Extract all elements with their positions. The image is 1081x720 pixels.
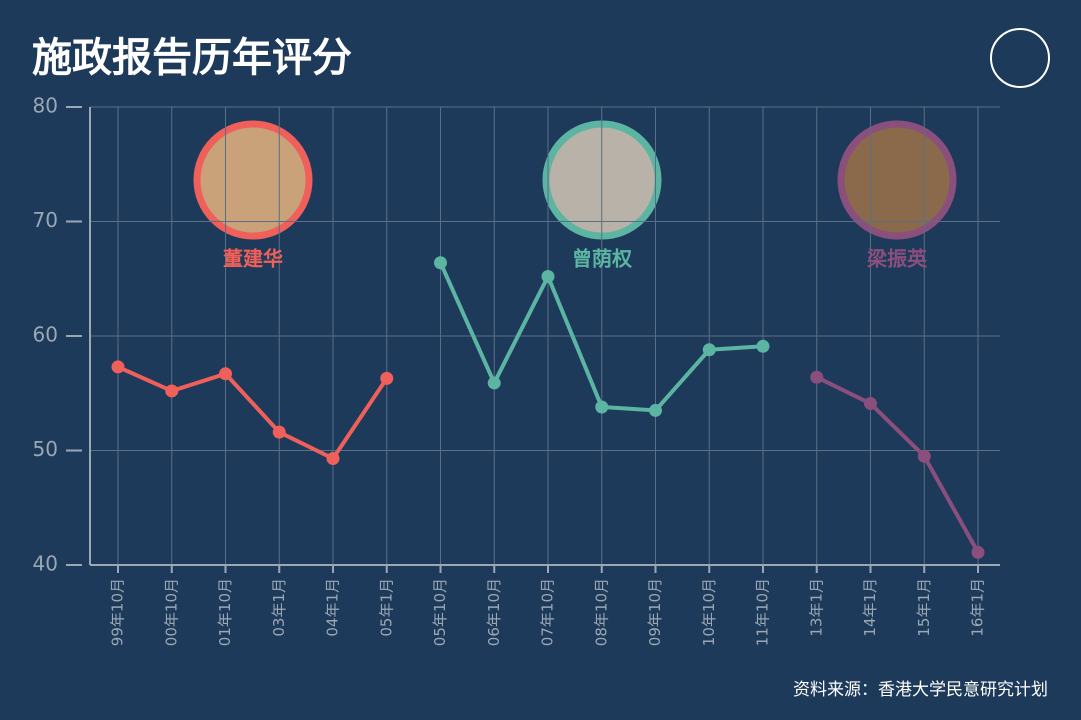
chart-title: 施政报告历年评分 bbox=[32, 35, 352, 81]
x-tick-label: 07年10月 bbox=[539, 578, 557, 646]
x-tick-label: 10年10月 bbox=[700, 578, 718, 646]
x-tick-label: 05年10月 bbox=[431, 578, 449, 646]
x-tick-label: 00年10月 bbox=[162, 578, 180, 646]
x-tick-label: 04年1月 bbox=[324, 578, 342, 637]
y-tick-label: 80 bbox=[33, 94, 58, 118]
portrait bbox=[193, 120, 313, 240]
x-tick-label: 09年10月 bbox=[646, 578, 664, 646]
point bbox=[649, 403, 662, 417]
x-tick-label: 15年1月 bbox=[915, 578, 933, 637]
point bbox=[702, 343, 716, 357]
point bbox=[541, 269, 555, 283]
point bbox=[380, 371, 394, 385]
point bbox=[595, 400, 609, 414]
x-tick-label: 05年1月 bbox=[377, 578, 395, 637]
x-tick-label: 13年1月 bbox=[807, 578, 825, 637]
source: 资料来源：香港大学民意研究计划 bbox=[793, 680, 1048, 700]
series-name: 梁振英 bbox=[866, 247, 928, 271]
point bbox=[971, 545, 985, 559]
point bbox=[864, 397, 877, 411]
point bbox=[111, 360, 125, 374]
x-tick-label: 08年10月 bbox=[592, 578, 610, 646]
x-tick-label: 06年10月 bbox=[485, 578, 503, 646]
point bbox=[165, 384, 179, 398]
series-line bbox=[815, 375, 980, 554]
logo bbox=[990, 28, 1050, 88]
portrait bbox=[837, 120, 957, 240]
y-tick-label: 60 bbox=[33, 323, 58, 347]
y-tick-label: 50 bbox=[33, 437, 58, 461]
x-tick-label: 99年10月 bbox=[109, 578, 127, 646]
series-line bbox=[117, 365, 389, 461]
x-tick-label: 16年1月 bbox=[969, 578, 987, 637]
point bbox=[487, 376, 501, 390]
x-tick-label: 14年1月 bbox=[861, 578, 879, 637]
point bbox=[219, 367, 232, 381]
point bbox=[434, 256, 447, 270]
point bbox=[756, 339, 770, 353]
x-tick-label: 03年1月 bbox=[270, 578, 288, 637]
x-tick-label: 11年10月 bbox=[754, 578, 772, 646]
series-name: 曾荫权 bbox=[572, 247, 633, 271]
y-tick-label: 70 bbox=[33, 208, 58, 232]
point bbox=[917, 449, 931, 463]
series-name: 董建华 bbox=[223, 247, 283, 271]
point bbox=[810, 370, 824, 384]
point bbox=[272, 425, 286, 439]
point bbox=[326, 452, 340, 466]
x-tick-label: 01年10月 bbox=[216, 578, 234, 646]
y-tick-label: 40 bbox=[33, 552, 58, 576]
